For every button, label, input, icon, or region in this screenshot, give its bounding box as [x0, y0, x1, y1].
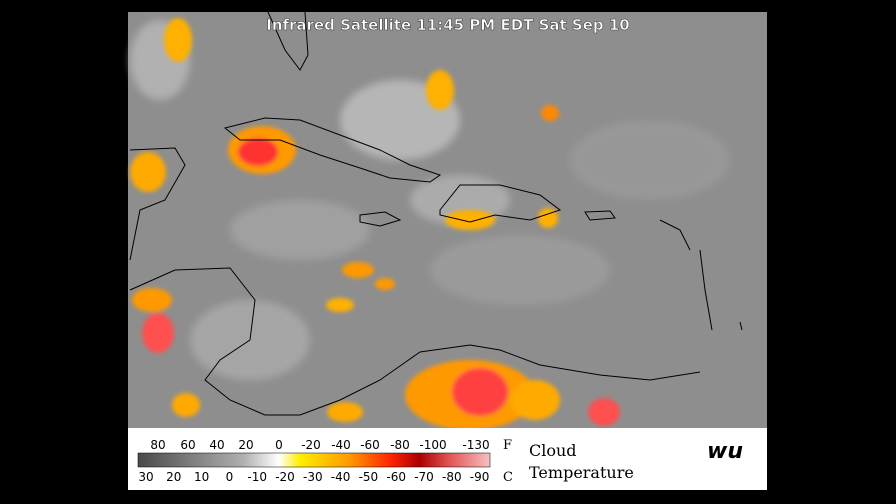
f-label: 80: [150, 438, 165, 452]
c-label: 30: [138, 470, 153, 484]
c-label: -30: [303, 470, 323, 484]
f-label: 60: [180, 438, 195, 452]
c-label: -70: [414, 470, 434, 484]
satellite-image: [128, 11, 767, 430]
f-label: -130: [462, 438, 489, 452]
f-label: -60: [360, 438, 380, 452]
c-label: -10: [247, 470, 267, 484]
title: Infrared Satellite 11:45 PM EDT Sat Sep …: [266, 16, 630, 34]
c-label: 10: [194, 470, 209, 484]
f-label: -80: [390, 438, 410, 452]
c-label: -50: [359, 470, 379, 484]
f-label: 0: [275, 438, 283, 452]
color-scale: [137, 452, 491, 468]
c-label: -40: [331, 470, 351, 484]
f-label: -100: [419, 438, 446, 452]
c-label: -20: [275, 470, 295, 484]
c-unit: C: [503, 470, 513, 485]
f-unit: F: [503, 438, 512, 453]
f-label: -20: [301, 438, 321, 452]
c-label: -60: [386, 470, 406, 484]
caption-line: Cloud: [529, 441, 577, 460]
f-label: 40: [209, 438, 224, 452]
f-label: 20: [238, 438, 253, 452]
c-label: 0: [226, 470, 234, 484]
c-label: 20: [166, 470, 181, 484]
c-label: -80: [442, 470, 462, 484]
f-label: -40: [331, 438, 351, 452]
caption-line: Temperature: [529, 463, 634, 482]
c-label: -90: [470, 470, 490, 484]
logo: wu: [707, 439, 743, 464]
